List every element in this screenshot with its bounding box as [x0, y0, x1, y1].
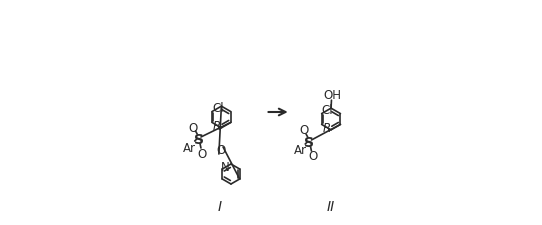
- Text: O: O: [216, 144, 225, 157]
- Text: OH: OH: [323, 88, 341, 101]
- Text: O: O: [189, 121, 198, 134]
- Text: Ar: Ar: [294, 144, 307, 157]
- Text: O: O: [198, 147, 207, 160]
- Text: Ar: Ar: [183, 141, 196, 154]
- Text: O: O: [308, 150, 317, 163]
- Text: S: S: [194, 132, 204, 146]
- Text: S: S: [305, 135, 314, 149]
- Text: II: II: [327, 199, 335, 213]
- Text: Cl: Cl: [212, 102, 224, 115]
- Text: O: O: [299, 124, 308, 137]
- Text: R: R: [213, 119, 221, 132]
- Text: N: N: [221, 161, 230, 174]
- Text: R: R: [322, 121, 331, 134]
- Text: I: I: [218, 199, 222, 213]
- Text: Cl: Cl: [322, 104, 333, 117]
